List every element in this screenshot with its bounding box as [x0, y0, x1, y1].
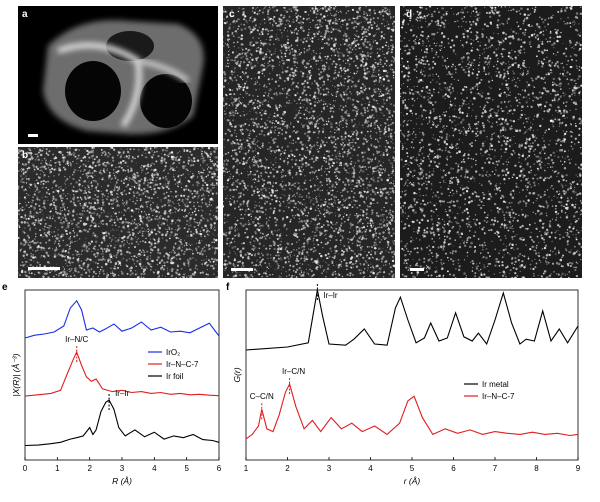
panel-b-image: b [18, 147, 218, 278]
scale-bar [28, 134, 38, 137]
annotation: Ir–Ir [323, 291, 338, 300]
scale-bar [231, 268, 253, 271]
legend-entry: Ir foil [166, 372, 184, 381]
panel-label-c: c [229, 9, 235, 20]
x-tick-label: 3 [327, 464, 332, 473]
series-line-1 [24, 350, 220, 397]
x-tick-label: 1 [244, 464, 249, 473]
x-tick-label: 5 [184, 464, 189, 473]
y-axis-label: G(r) [232, 367, 242, 382]
noise-texture-c [223, 6, 395, 278]
x-tick-label: 7 [493, 464, 498, 473]
x-tick-label: 2 [87, 464, 92, 473]
x-axis-label: r (Å) [404, 476, 421, 486]
scale-bar [410, 268, 424, 271]
x-tick-label: 8 [534, 464, 539, 473]
x-tick-label: 6 [217, 464, 222, 473]
x-tick-label: 9 [576, 464, 581, 473]
annotation: Ir–Ir [115, 389, 130, 398]
flake-image [43, 20, 204, 135]
legend-entry: Ir metal [482, 380, 509, 389]
series-line-1 [245, 382, 579, 440]
panel-label-f: f [226, 282, 230, 293]
annotation: Ir–C/N [282, 367, 305, 376]
annotation: Ir–N/C [65, 335, 88, 344]
x-tick-label: 2 [285, 464, 290, 473]
panel-c-image: c [223, 6, 395, 278]
panel-label-a: a [22, 9, 28, 20]
pdf-chart: 1 2 3 4 5 6 7 8 9 r (Å) G(r) Ir metal Ir–N–C-7 Ir–Ir I… [232, 284, 581, 486]
x-tick-label: 4 [152, 464, 157, 473]
noise-texture-d [400, 6, 582, 278]
x-tick-label: 3 [120, 464, 125, 473]
x-tick-label: 1 [55, 464, 60, 473]
x-tick-label: 4 [368, 464, 373, 473]
x-tick-label: 5 [410, 464, 415, 473]
panel-label-e: e [2, 282, 8, 293]
annotation: C–C/N [250, 392, 274, 401]
y-axis-label: |X(R)| (Å⁻³) [11, 353, 21, 396]
legend-entry: Ir–N–C-7 [482, 392, 515, 401]
x-tick-label: 6 [451, 464, 456, 473]
panel-label-d: d [406, 9, 413, 20]
panel-d-image: d [400, 6, 582, 278]
series-line-2 [24, 399, 220, 447]
exafs-chart: 0 1 2 3 4 5 6 R (Å) |X(R)| (Å⁻³) IrO₂ Ir–N–C-7 Ir f… [11, 289, 222, 486]
legend-entry: IrO₂ [166, 348, 180, 357]
panel-a-image: a [18, 6, 218, 144]
series-line-0 [24, 299, 220, 339]
panel-label-b: b [22, 150, 29, 161]
noise-texture-b [18, 147, 218, 278]
x-axis-label: R (Å) [112, 476, 132, 486]
series-line-0 [245, 289, 579, 351]
legend-entry: Ir–N–C-7 [166, 360, 199, 369]
x-tick-label: 0 [23, 464, 28, 473]
plot-frame [24, 289, 220, 461]
scale-bar [28, 267, 60, 270]
